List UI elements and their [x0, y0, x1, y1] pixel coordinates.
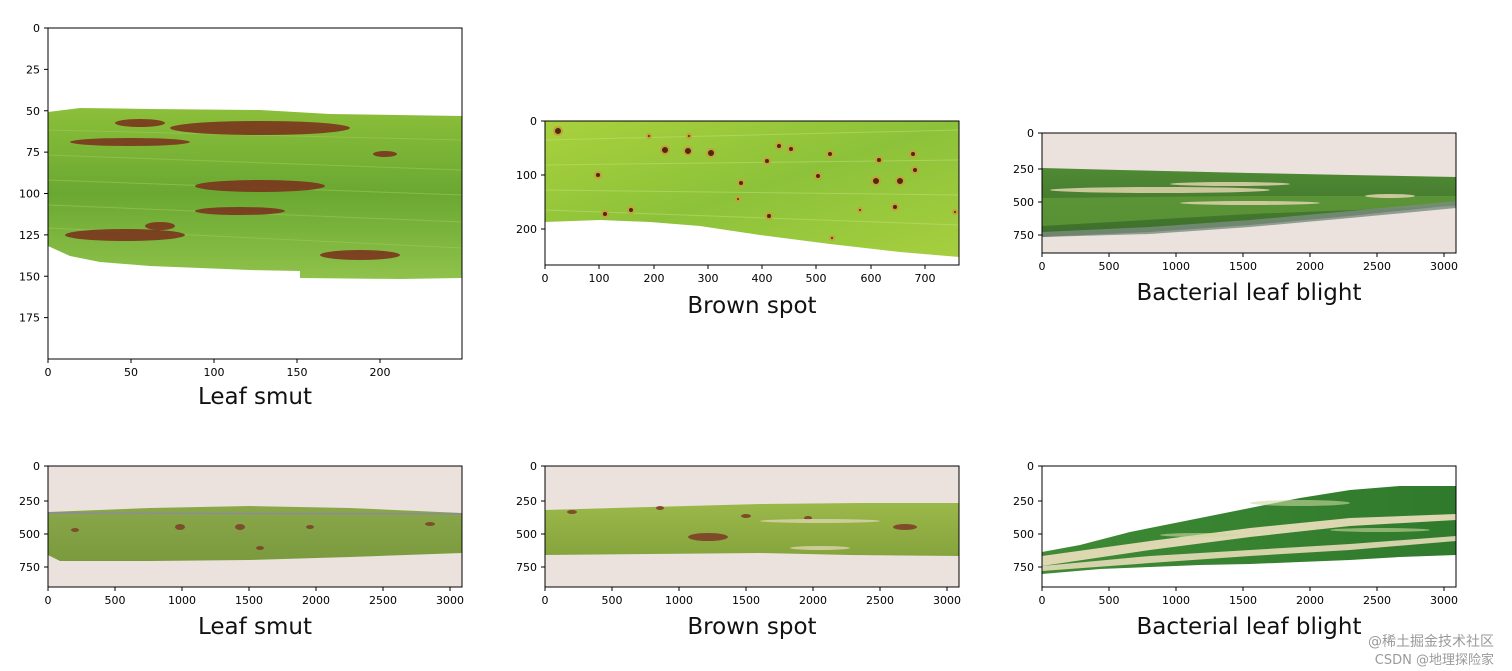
x-tick-label: 1000	[665, 594, 693, 607]
y-tick-label: 125	[19, 229, 40, 242]
y-tick-label: 250	[1013, 163, 1034, 176]
panel-bacterial-leaf-blight-top	[1041, 132, 1457, 254]
x-tick-label: 500	[806, 272, 827, 285]
brown-spot-close-up-image	[544, 120, 960, 266]
x-tick-label: 2000	[302, 594, 330, 607]
panel-title: Leaf smut	[198, 384, 312, 410]
x-tick-label: 400	[752, 272, 773, 285]
y-tick-label: 0	[1027, 460, 1034, 473]
y-tick-label: 50	[26, 105, 40, 118]
x-tick-label: 0	[45, 366, 52, 379]
y-tick-label: 500	[1013, 528, 1034, 541]
x-tick-label: 200	[644, 272, 665, 285]
panel-bacterial-leaf-blight-bottom	[1041, 465, 1457, 588]
bacterial-leaf-blight-image-top	[1041, 132, 1457, 254]
y-tick-label: 0	[33, 460, 40, 473]
panel-title: Brown spot	[687, 614, 816, 640]
y-tick-label: 0	[530, 115, 537, 128]
x-tick-label: 100	[589, 272, 610, 285]
x-tick-label: 0	[542, 594, 549, 607]
panel-4-axes: 0 500 1000 1500 2000 2500 3000 0 250 500 750 Brown …	[516, 460, 961, 640]
x-tick-label: 2500	[1363, 594, 1391, 607]
leaf-smut-whole-leaf-image	[47, 465, 463, 588]
y-tick-label: 500	[19, 528, 40, 541]
y-tick-label: 750	[516, 561, 537, 574]
x-tick-label: 500	[602, 594, 623, 607]
panel-5-axes: 0 500 1000 1500 2000 2500 3000 0 250 500 750 Bacter…	[1013, 460, 1458, 640]
x-tick-label: 500	[1099, 594, 1120, 607]
y-tick-label: 75	[26, 146, 40, 159]
y-tick-label: 175	[19, 312, 40, 325]
x-tick-label: 300	[698, 272, 719, 285]
brown-spot-whole-leaf-image	[544, 465, 960, 588]
watermark-csdn: CSDN @地理探险家	[1374, 653, 1494, 668]
x-tick-label: 1500	[1229, 594, 1257, 607]
x-tick-label: 1000	[1162, 594, 1190, 607]
x-tick-label: 100	[204, 366, 225, 379]
x-tick-label: 1500	[235, 594, 263, 607]
x-tick-label: 0	[45, 594, 52, 607]
x-tick-label: 0	[542, 272, 549, 285]
x-tick-label: 1500	[1229, 260, 1257, 273]
x-tick-label: 3000	[436, 594, 464, 607]
x-tick-label: 500	[105, 594, 126, 607]
x-tick-label: 700	[915, 272, 936, 285]
y-tick-label: 0	[33, 22, 40, 35]
panel-1-axes: 0 100 200 300 400 500 600 700 0 100 200 Brown spot	[516, 115, 936, 319]
y-tick-label: 500	[1013, 196, 1034, 209]
x-tick-label: 0	[1039, 260, 1046, 273]
panel-title: Brown spot	[687, 293, 816, 319]
y-tick-label: 250	[1013, 495, 1034, 508]
y-tick-label: 250	[19, 495, 40, 508]
y-tick-label: 250	[516, 495, 537, 508]
panel-leaf-smut-top	[47, 27, 463, 360]
panel-title: Bacterial leaf blight	[1137, 614, 1362, 640]
leaf-smut-close-up-image	[47, 27, 463, 360]
x-tick-label: 1000	[168, 594, 196, 607]
panel-0-axes: 0 50 100 150 200 0 25 50 75 100 125 150 175 Leaf smut	[19, 22, 391, 410]
x-tick-label: 2500	[369, 594, 397, 607]
x-tick-label: 1500	[732, 594, 760, 607]
y-tick-label: 100	[19, 188, 40, 201]
y-tick-label: 750	[1013, 561, 1034, 574]
x-tick-label: 500	[1099, 260, 1120, 273]
y-tick-label: 750	[1013, 229, 1034, 242]
y-tick-label: 0	[1027, 127, 1034, 140]
x-tick-label: 2500	[866, 594, 894, 607]
y-tick-label: 500	[516, 528, 537, 541]
x-tick-label: 2000	[799, 594, 827, 607]
x-tick-label: 50	[124, 366, 138, 379]
x-tick-label: 600	[861, 272, 882, 285]
x-tick-label: 3000	[1430, 260, 1458, 273]
y-tick-label: 750	[19, 561, 40, 574]
x-tick-label: 3000	[933, 594, 961, 607]
x-tick-label: 3000	[1430, 594, 1458, 607]
x-tick-label: 2000	[1296, 594, 1324, 607]
x-tick-label: 0	[1039, 594, 1046, 607]
y-tick-label: 150	[19, 270, 40, 283]
x-tick-label: 200	[370, 366, 391, 379]
panel-leaf-smut-bottom	[47, 465, 463, 588]
panel-title: Leaf smut	[198, 614, 312, 640]
watermark-juejin: @稀土掘金技术社区	[1368, 634, 1494, 650]
x-tick-label: 1000	[1162, 260, 1190, 273]
y-tick-label: 200	[516, 223, 537, 236]
x-tick-label: 2000	[1296, 260, 1324, 273]
y-tick-label: 0	[530, 460, 537, 473]
panel-3-axes: 0 500 1000 1500 2000 2500 3000 0 250 500 750 Leaf s…	[19, 460, 464, 640]
x-tick-label: 2500	[1363, 260, 1391, 273]
y-tick-label: 25	[26, 63, 40, 76]
y-tick-label: 100	[516, 169, 537, 182]
panel-title: Bacterial leaf blight	[1137, 280, 1362, 306]
panel-brown-spot-bottom	[544, 465, 960, 588]
bacterial-leaf-blight-whole-leaf-image	[1041, 465, 1457, 588]
x-tick-label: 150	[287, 366, 308, 379]
panel-2-axes: 0 500 1000 1500 2000 2500 3000 0 250 500 750 Bacter…	[1013, 127, 1458, 306]
panel-brown-spot-top	[544, 120, 960, 266]
